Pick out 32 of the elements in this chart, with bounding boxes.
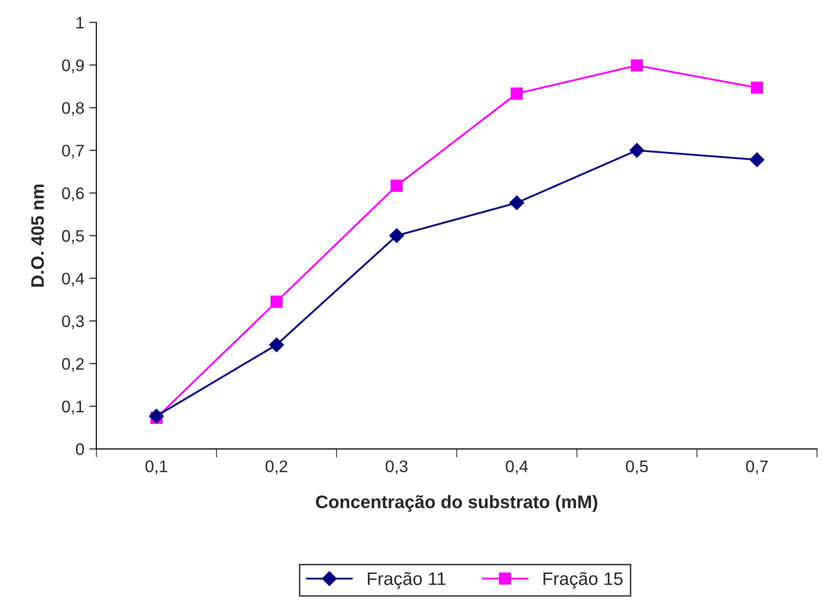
x-tick-label: 0,7 — [746, 460, 768, 474]
point — [390, 180, 403, 192]
point — [509, 195, 524, 210]
x-tick-label: 0,2 — [266, 460, 288, 474]
y-tick-label: 0,3 — [62, 315, 84, 330]
y-tick-label: 0,8 — [62, 102, 84, 116]
legend-label: Fração 15 — [544, 572, 623, 589]
point — [629, 142, 644, 158]
x-tick-label: 0,4 — [506, 460, 528, 474]
point — [630, 59, 643, 72]
y-axis-title: D.O. 405 nm — [31, 184, 44, 287]
y-tick-label: 1 — [76, 16, 84, 28]
x-tick-label: 0,3 — [386, 460, 408, 474]
legend-label: Fração 11 — [368, 572, 446, 589]
y-tick-label: 0,4 — [62, 272, 84, 286]
y-tick-label: 0,6 — [62, 187, 84, 202]
x-tick-label: 0,5 — [626, 460, 648, 474]
x-axis-title: Concentração do substrato (mM) — [316, 495, 598, 512]
point — [750, 152, 764, 168]
point — [270, 296, 283, 308]
point — [149, 408, 164, 424]
x-tick-label: 0,1 — [145, 460, 168, 474]
y-tick-label: 0,7 — [62, 144, 84, 159]
point — [269, 337, 284, 352]
y-tick-label: 0,9 — [62, 59, 84, 74]
y-tick-label: 0,1 — [62, 400, 84, 414]
point — [750, 82, 764, 94]
point — [389, 228, 404, 244]
y-tick-label: 0,2 — [62, 358, 84, 372]
y-tick-label: 0,5 — [62, 230, 84, 244]
point — [510, 88, 523, 100]
y-tick-label: 0 — [76, 443, 84, 456]
